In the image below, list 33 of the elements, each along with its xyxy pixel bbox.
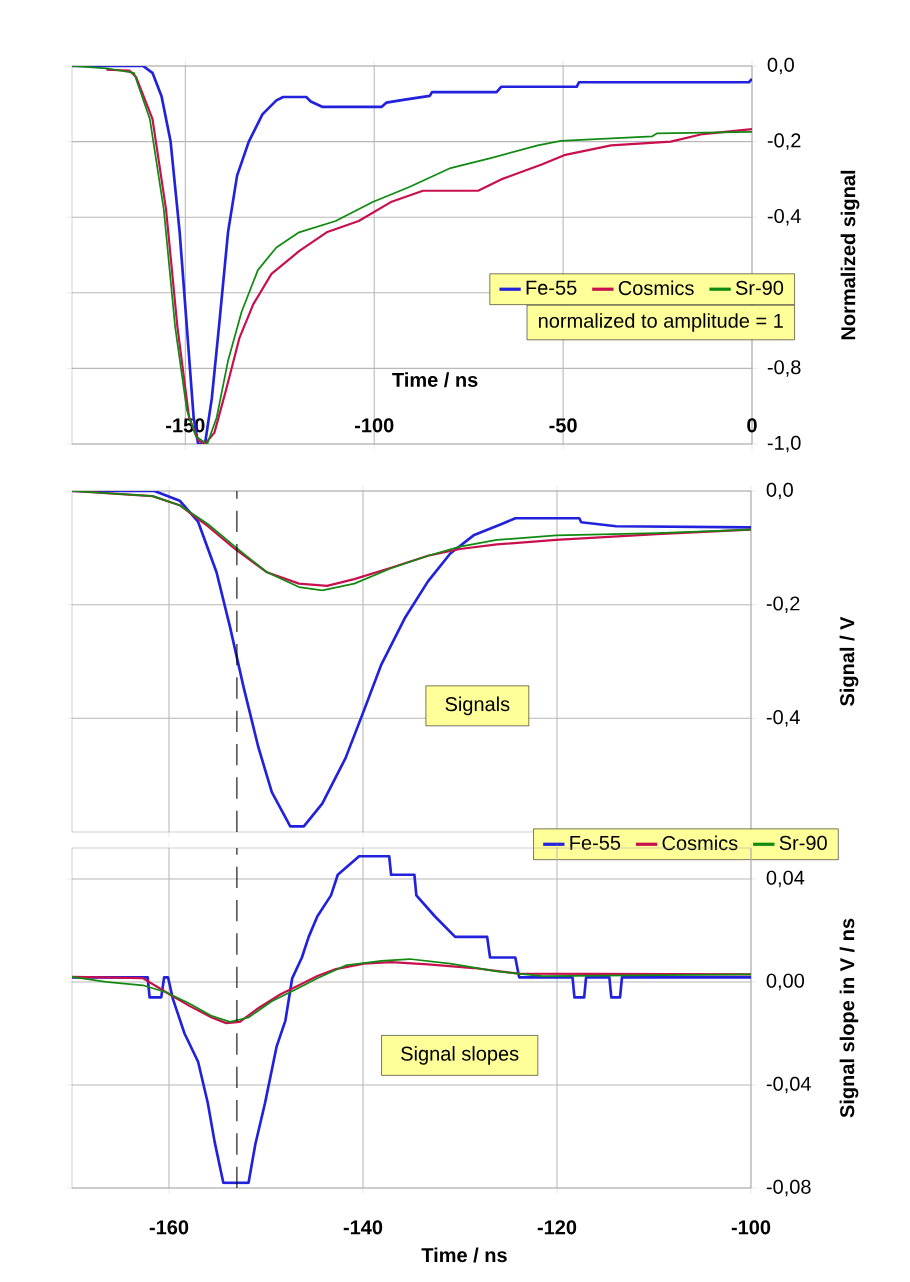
y-tick-label: -0,2: [766, 596, 800, 613]
y-tick-label: -0,8: [767, 360, 801, 377]
x-tick-label: -100: [354, 418, 394, 433]
y-tick-label: -1,0: [767, 435, 801, 453]
x-axis-title: Time / ns: [392, 372, 478, 388]
x-axis-title: Time / ns: [421, 1247, 507, 1263]
legend-label: Fe-55: [570, 835, 621, 850]
y-tick-label: -0,08: [766, 1179, 811, 1197]
x-tick-label: -120: [537, 1220, 577, 1235]
y-tick-label: 0,0: [766, 482, 793, 500]
legend-label: Sr-90: [735, 280, 784, 295]
legend-label: Cosmics: [662, 835, 738, 851]
y-tick-label: -0,04: [766, 1076, 811, 1094]
y-axis-title: Normalized signal: [840, 170, 860, 340]
y-tick-label: 0,0: [767, 57, 794, 75]
annotation: normalized to amplitude = 1: [538, 313, 783, 332]
x-tick-label: -100: [731, 1220, 771, 1235]
y-tick-label: 0,04: [766, 870, 805, 888]
legend-label: Sr-90: [779, 835, 827, 850]
annotation: Signals: [445, 696, 510, 716]
y-tick-label: -0,4: [767, 208, 801, 226]
y-tick-label: 0,00: [766, 973, 805, 991]
x-tick-label: -140: [343, 1220, 383, 1235]
y-tick-label: -0,4: [766, 710, 800, 727]
x-tick-label: 0: [747, 418, 757, 433]
y-tick-label: -0,2: [767, 133, 801, 150]
annotation: Signal slopes: [401, 1046, 519, 1065]
y-axis-title: Signal / V: [839, 616, 859, 706]
x-tick-label: -50: [549, 418, 577, 433]
legend-label: Fe-55: [526, 280, 577, 295]
x-tick-label: -160: [149, 1220, 189, 1235]
y-axis-title: Signal slope in V / ns: [839, 918, 859, 1118]
legend-label: Cosmics: [618, 280, 694, 296]
